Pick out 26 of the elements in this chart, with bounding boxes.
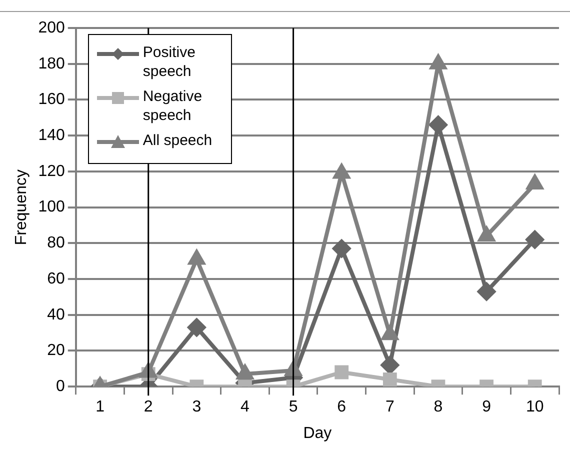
x-tick-label: 9 <box>482 398 492 416</box>
x-tick-label: 1 <box>96 398 105 416</box>
y-tick-label: 120 <box>38 162 65 180</box>
x-tick-label: 7 <box>385 398 394 416</box>
x-tick-label: 5 <box>288 398 298 416</box>
y-axis-title: Frequency <box>13 170 30 246</box>
y-tick-label: 180 <box>38 55 65 72</box>
y-tick-label: 100 <box>38 198 65 216</box>
y-tick-label: 200 <box>38 19 65 36</box>
y-tick-label: 140 <box>38 126 65 144</box>
y-tick-label: 40 <box>47 306 65 324</box>
y-tick-label: 80 <box>47 234 65 252</box>
x-tick-label: 8 <box>434 398 443 416</box>
legend-label: Negative speech <box>142 87 204 125</box>
x-tick-label: 10 <box>526 398 544 416</box>
y-tick-label: 60 <box>47 270 65 288</box>
y-tick-label: 160 <box>38 91 65 108</box>
legend-label: All speech <box>142 131 214 150</box>
legend-label: Positive speech <box>142 43 196 81</box>
x-tick-label: 3 <box>192 398 202 416</box>
x-tick-label: 6 <box>337 398 346 416</box>
x-tick-label: 2 <box>144 398 153 416</box>
x-tick-label: 4 <box>240 398 250 416</box>
y-tick-label: 0 <box>56 378 65 396</box>
y-tick-label: 20 <box>47 342 65 360</box>
x-axis-title: Day <box>303 424 332 442</box>
